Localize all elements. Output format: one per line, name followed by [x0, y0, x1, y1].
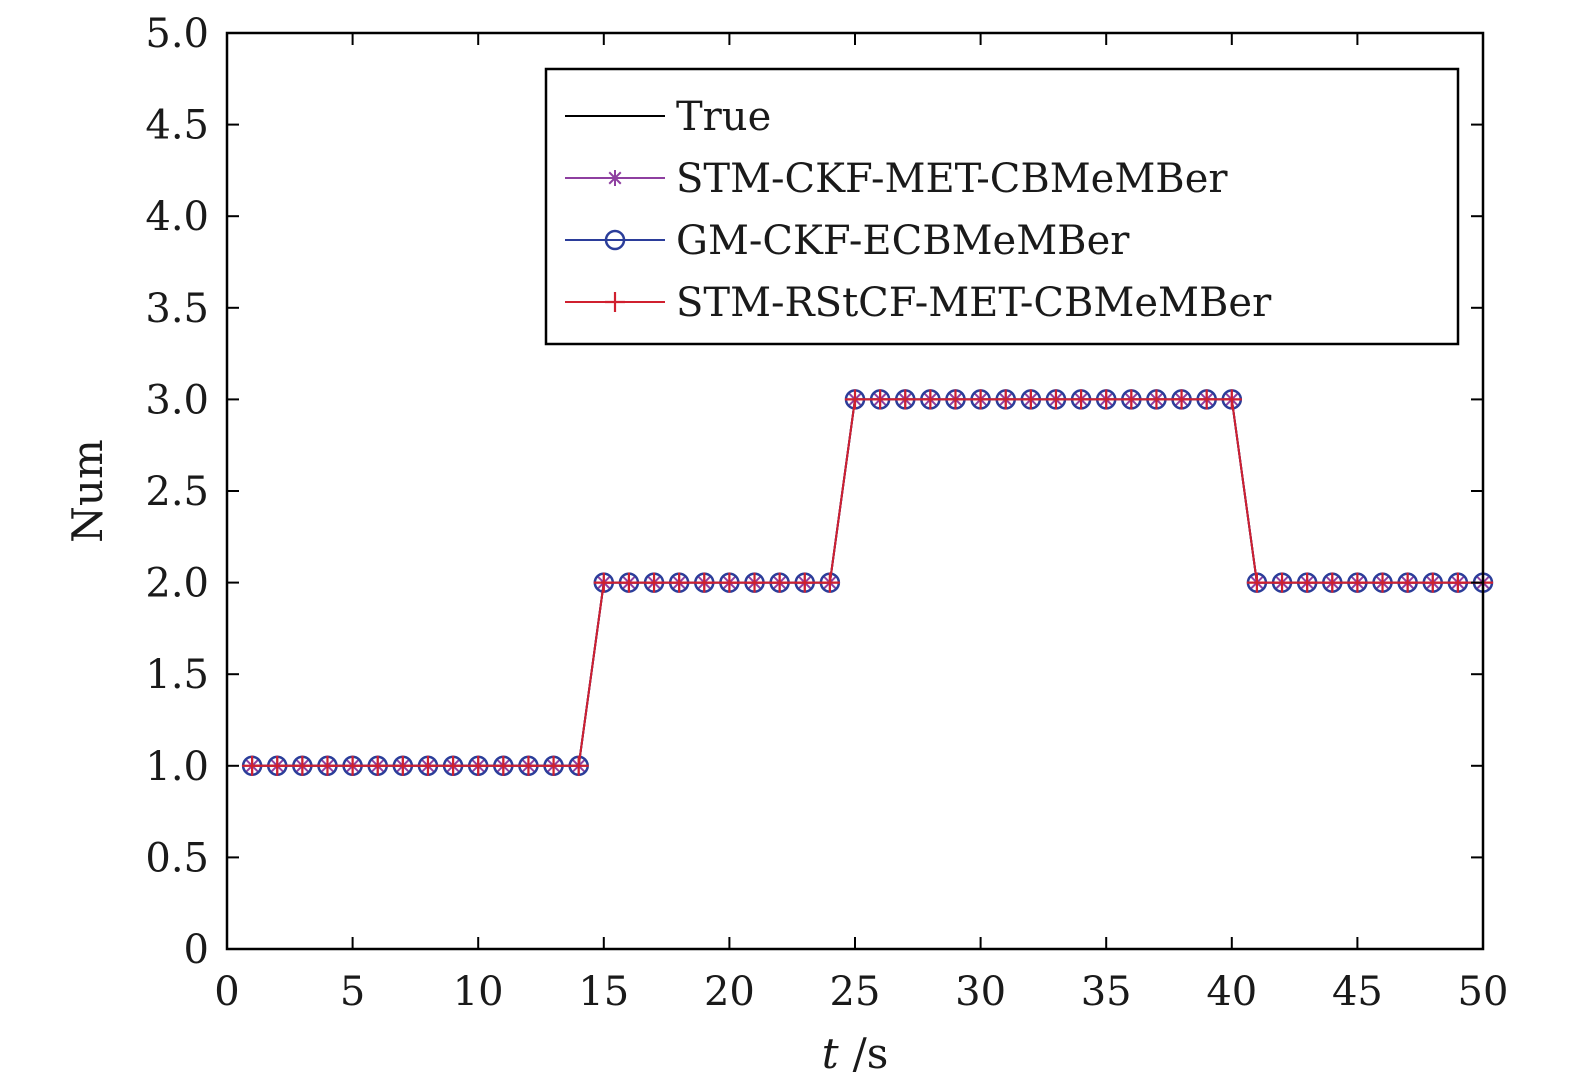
data-point	[669, 572, 690, 593]
y-tick-label: 2.5	[145, 469, 209, 515]
data-point	[1045, 389, 1066, 410]
series-3	[242, 389, 1493, 776]
x-tick-label: 35	[1081, 969, 1132, 1015]
legend-entry: GM-CKF-ECBMeMBer	[565, 218, 1130, 264]
legend-marker	[607, 170, 623, 186]
x-axis-label: t/s	[822, 1029, 889, 1078]
legend-label: True	[676, 94, 771, 140]
data-point	[769, 572, 790, 593]
y-tick-label: 3.0	[145, 377, 209, 423]
data-point	[392, 755, 413, 776]
data-point	[644, 572, 665, 593]
legend-label: STM-RStCF-MET-CBMeMBer	[676, 280, 1272, 326]
legend-marker	[605, 292, 625, 312]
y-tick-label: 4.0	[145, 194, 209, 240]
data-point	[1297, 572, 1318, 593]
data-point	[593, 572, 614, 593]
x-tick-label: 50	[1458, 969, 1509, 1015]
data-point	[618, 572, 639, 593]
data-point	[1196, 389, 1217, 410]
data-point	[1246, 572, 1267, 593]
data-point	[694, 572, 715, 593]
data-point	[1372, 572, 1393, 593]
data-point	[1171, 389, 1192, 410]
series-layer	[241, 389, 1494, 777]
data-point	[1096, 389, 1117, 410]
data-point	[317, 755, 338, 776]
data-point	[543, 755, 564, 776]
data-point	[292, 755, 313, 776]
data-point	[920, 389, 941, 410]
data-point	[845, 389, 865, 410]
y-tick-label: 3.5	[145, 286, 209, 332]
data-point	[1272, 572, 1293, 593]
data-point	[1121, 389, 1142, 410]
data-point	[568, 755, 589, 776]
data-point	[1447, 572, 1468, 593]
y-tick-label: 5.0	[145, 11, 209, 57]
x-tick-label: 40	[1206, 969, 1257, 1015]
data-point	[1146, 389, 1167, 410]
data-point	[719, 572, 740, 593]
data-point	[970, 389, 991, 410]
legend-entry: True	[565, 94, 771, 140]
data-point	[417, 755, 438, 776]
x-tick-label: 5	[340, 969, 365, 1015]
data-point	[870, 389, 891, 410]
ticks-layer: 0 5 10 15 20 25 30 35 40 45 50 0 0.5 1.0 1.5 2.0 2.5 3.0 3…	[145, 11, 1508, 1015]
data-point	[1071, 389, 1092, 410]
x-tick-label: 20	[704, 969, 755, 1015]
data-point	[1322, 572, 1343, 593]
x-tick-label: 45	[1332, 969, 1383, 1015]
y-tick-label: 0.5	[145, 835, 209, 881]
data-point	[1221, 389, 1242, 410]
data-point	[267, 755, 288, 776]
legend-entry: STM-CKF-MET-CBMeMBer	[565, 156, 1228, 202]
data-point	[744, 572, 765, 593]
data-point	[342, 755, 363, 776]
data-point	[945, 389, 966, 410]
data-point	[819, 572, 840, 593]
data-point	[995, 389, 1016, 410]
data-point	[1422, 572, 1443, 593]
data-point	[468, 755, 489, 776]
legend-label: STM-CKF-MET-CBMeMBer	[676, 156, 1228, 202]
data-point	[443, 755, 464, 776]
legend-box	[544, 67, 1460, 346]
x-tick-label: 0	[214, 969, 239, 1015]
x-axis-variable: t	[822, 1029, 839, 1078]
axis-labels: Num t/s	[63, 439, 888, 1078]
data-point	[1397, 572, 1418, 593]
x-tick-label: 15	[578, 969, 629, 1015]
y-tick-label: 4.5	[145, 103, 209, 149]
x-tick-label: 10	[453, 969, 504, 1015]
legend-entry: STM-RStCF-MET-CBMeMBer	[565, 280, 1272, 326]
data-point	[242, 755, 263, 776]
data-point	[895, 389, 916, 410]
data-point	[1020, 389, 1041, 410]
y-axis-label: Num	[63, 439, 112, 543]
data-point	[794, 572, 815, 593]
data-point	[518, 755, 539, 776]
legend-marker	[604, 229, 626, 251]
data-point	[493, 755, 514, 776]
data-point	[1347, 572, 1368, 593]
data-point	[367, 755, 388, 776]
y-tick-label: 0	[184, 927, 209, 973]
plot-frame	[225, 31, 1485, 951]
x-axis-unit: /s	[853, 1029, 889, 1078]
y-tick-label: 1.0	[145, 744, 209, 790]
x-tick-label: 30	[955, 969, 1006, 1015]
y-tick-label: 2.0	[145, 561, 209, 607]
legend-label: GM-CKF-ECBMeMBer	[676, 218, 1130, 264]
y-tick-label: 1.5	[145, 652, 209, 698]
legend: True STM-CKF-MET-CBMeMBer GM-CKF-ECBMeMBer…	[544, 67, 1460, 346]
x-tick-label: 25	[830, 969, 881, 1015]
